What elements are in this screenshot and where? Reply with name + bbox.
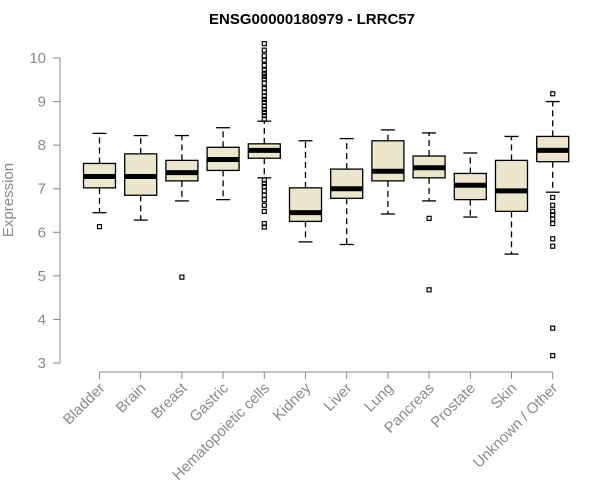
x-tick-label: Brain — [113, 380, 150, 417]
outlier-point — [550, 236, 556, 242]
y-tick-label: 10 — [29, 50, 46, 67]
outlier-point — [426, 215, 432, 221]
box-iqr — [494, 159, 529, 213]
outlier-point — [261, 224, 267, 230]
box-bladder — [82, 132, 117, 230]
box-iqr — [330, 168, 364, 199]
outlier-point — [261, 80, 267, 86]
outlier-point — [550, 325, 556, 331]
outlier-point — [550, 220, 556, 227]
outlier-point — [426, 287, 432, 293]
y-tick-label: 4 — [38, 311, 46, 328]
box-prostate — [453, 152, 487, 218]
outlier-point — [550, 202, 556, 208]
outlier-point — [261, 53, 267, 59]
x-tick-label: Bladder — [60, 380, 109, 429]
outlier-point — [261, 73, 267, 79]
outlier-point — [261, 96, 267, 102]
outlier-point — [550, 91, 556, 97]
outlier-point — [261, 208, 267, 214]
box-unknown-other — [536, 91, 570, 359]
outlier-point — [261, 197, 267, 203]
box-hematopoietic-cells — [247, 41, 281, 230]
box-iqr — [371, 140, 405, 182]
outlier-point — [261, 180, 267, 187]
box-pancreas — [412, 132, 446, 293]
chart-title: ENSG00000180979 - LRRC57 — [209, 11, 415, 28]
outlier-point — [261, 93, 267, 99]
outlier-point — [550, 216, 556, 222]
box-gastric — [206, 127, 240, 201]
y-tick-label: 7 — [38, 181, 46, 198]
y-tick-label: 5 — [38, 268, 46, 285]
plot-area — [82, 41, 570, 359]
box-lung — [371, 129, 405, 215]
x-tick-label: Prostate — [428, 380, 480, 432]
outlier-point — [261, 67, 267, 73]
outlier-point — [550, 194, 556, 201]
x-tick-label: Kidney — [270, 379, 315, 424]
y-tick-label: 8 — [38, 137, 46, 154]
box-iqr — [288, 187, 323, 223]
box-kidney — [288, 140, 323, 243]
outlier-point — [261, 62, 267, 69]
outlier-point — [261, 41, 267, 47]
outlier-point — [261, 116, 267, 122]
outlier-point — [261, 70, 267, 76]
outlier-point — [261, 47, 267, 53]
outlier-point — [550, 352, 556, 359]
outlier-point — [261, 202, 267, 208]
x-tick-label: Lung — [361, 380, 397, 416]
box-breast — [165, 134, 199, 280]
outlier-point — [96, 224, 103, 230]
outlier-point — [261, 57, 267, 63]
y-tick-label: 3 — [38, 355, 46, 372]
outlier-point — [261, 106, 267, 113]
box-liver — [330, 137, 364, 246]
y-tick-label: 9 — [38, 94, 46, 111]
x-tick-label: Liver — [321, 380, 356, 415]
x-tick-label: Breast — [148, 379, 191, 422]
box-brain — [124, 134, 158, 221]
box-skin — [494, 135, 529, 255]
y-axis: 3 4 5 6 7 8 9 10 — [29, 50, 61, 372]
outlier-point — [261, 89, 267, 95]
outlier-point — [261, 109, 267, 116]
y-tick-label: 6 — [38, 224, 46, 241]
outlier-point — [261, 188, 267, 194]
outlier-point — [550, 243, 556, 249]
outlier-point — [261, 192, 267, 198]
outlier-point — [179, 274, 185, 280]
y-axis-label: Expression — [0, 163, 17, 237]
outlier-point — [261, 76, 267, 82]
x-tick-label: Skin — [488, 380, 521, 413]
